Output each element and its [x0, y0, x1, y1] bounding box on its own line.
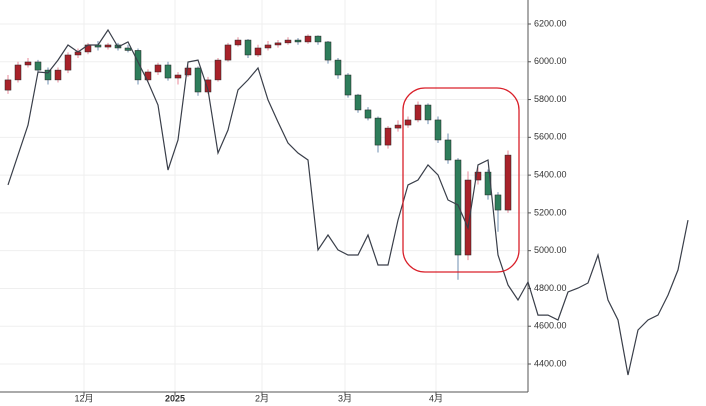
candle-body: [64, 54, 72, 71]
y-tick-label: 5600.00: [534, 132, 567, 142]
candle-body: [504, 154, 512, 211]
candle-body: [124, 47, 132, 51]
candle-body: [454, 159, 462, 256]
candle-body: [474, 171, 482, 181]
y-tick-label: 5200.00: [534, 207, 567, 217]
candle-body: [264, 44, 272, 49]
candle-body: [444, 139, 452, 161]
candle-body: [224, 44, 232, 61]
line: [7, 28, 689, 376]
candle-body: [234, 39, 242, 46]
candle-body: [394, 124, 402, 129]
highlight-box: [402, 87, 520, 273]
y-tick-label: 5000.00: [534, 245, 567, 255]
candle-body: [54, 69, 62, 81]
candle-body: [384, 127, 392, 146]
x-tick-label: 4月: [429, 393, 443, 403]
candle-body: [4, 79, 12, 91]
candle-body: [494, 194, 502, 211]
candle-body: [174, 74, 182, 79]
candle-body: [344, 74, 352, 96]
candle-body: [314, 35, 322, 43]
candle-body: [34, 61, 42, 71]
candle-body: [244, 39, 252, 56]
x-tick-label: 2月: [255, 393, 269, 403]
y-tick-label: 5400.00: [534, 169, 567, 179]
y-tick-label: 4400.00: [534, 358, 567, 368]
candle-body: [44, 69, 52, 81]
candle-body: [334, 59, 342, 76]
y-tick-label: 6200.00: [534, 18, 567, 28]
candle-body: [374, 117, 382, 146]
candle-body: [294, 39, 302, 43]
candle-body: [194, 67, 202, 93]
candle-body: [104, 44, 112, 48]
x-tick-label: 3月: [338, 393, 352, 403]
candle-body: [304, 35, 312, 43]
candle-body: [214, 59, 222, 81]
candle-body: [24, 61, 32, 66]
candle-body: [354, 94, 362, 111]
candle-body: [154, 64, 162, 73]
x-tick-label: 12月: [74, 393, 93, 403]
y-tick-label: 5800.00: [534, 94, 567, 104]
candle-body: [164, 64, 172, 79]
candle-body: [364, 109, 372, 119]
x-tick-label: 2025: [165, 393, 185, 403]
marks: [4, 28, 689, 376]
candle-body: [274, 42, 282, 46]
candle-body: [464, 179, 472, 256]
candle-body: [434, 119, 442, 141]
candle-body: [404, 119, 412, 126]
candle-body: [254, 47, 262, 56]
y-tick-label: 4800.00: [534, 283, 567, 293]
candle-body: [284, 39, 292, 44]
candle-body: [14, 64, 22, 81]
candle-body: [324, 41, 332, 61]
candle-body: [414, 104, 422, 121]
y-tick-label: 4600.00: [534, 321, 567, 331]
y-tick-label: 6000.00: [534, 56, 567, 66]
candle-body: [184, 67, 192, 76]
candle-body: [424, 104, 432, 121]
candle-body: [134, 50, 142, 81]
